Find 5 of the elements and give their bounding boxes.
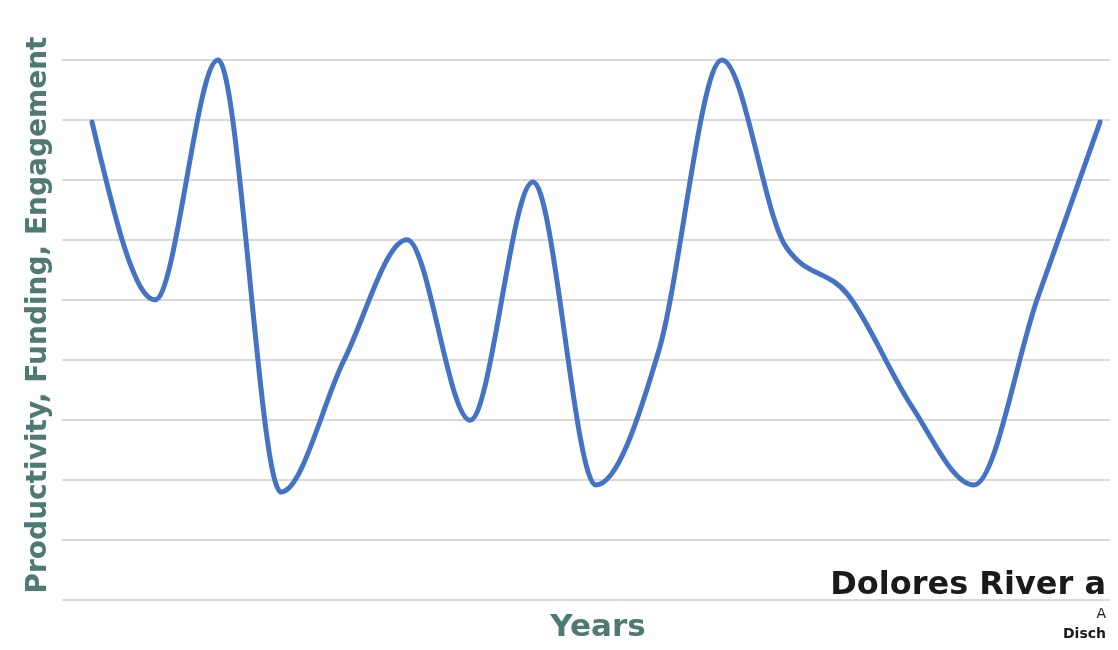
annotation: Dolores River a — [830, 564, 1106, 602]
x-axis-title: Years — [549, 607, 646, 643]
text: Disch — [1062, 625, 1106, 641]
text: A — [1096, 605, 1107, 621]
y-axis-title: Productivity, Funding, Engagement — [20, 36, 53, 594]
